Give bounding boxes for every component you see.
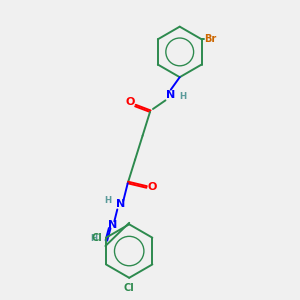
Text: N: N bbox=[116, 199, 125, 209]
Text: Cl: Cl bbox=[124, 283, 135, 293]
Text: Cl: Cl bbox=[92, 233, 103, 243]
Text: Br: Br bbox=[204, 34, 216, 44]
Text: H: H bbox=[91, 234, 98, 243]
Text: N: N bbox=[108, 220, 118, 230]
Text: N: N bbox=[166, 90, 176, 100]
Text: O: O bbox=[126, 97, 135, 106]
Text: H: H bbox=[104, 196, 111, 205]
Text: O: O bbox=[147, 182, 157, 192]
Text: H: H bbox=[180, 92, 187, 101]
